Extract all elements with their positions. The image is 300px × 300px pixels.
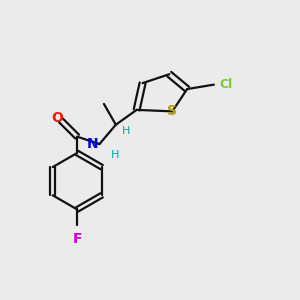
Text: S: S	[167, 104, 177, 118]
Text: Cl: Cl	[220, 77, 233, 91]
Text: F: F	[72, 232, 82, 246]
Text: O: O	[51, 111, 63, 125]
Text: H: H	[122, 126, 130, 136]
Text: N: N	[86, 137, 98, 151]
Text: H: H	[111, 150, 119, 160]
